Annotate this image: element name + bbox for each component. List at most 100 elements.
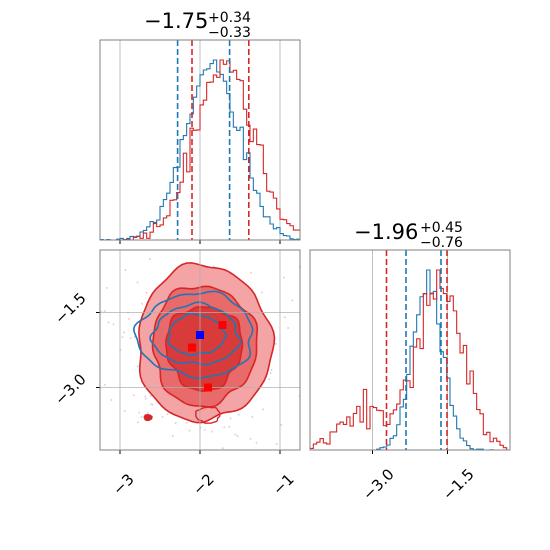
title-param-1: −1.75 +0.34 −0.33	[144, 9, 251, 41]
scatter-point	[185, 421, 188, 424]
scatter-point	[146, 412, 149, 415]
scatter-point	[136, 281, 139, 284]
scatter-point	[121, 336, 124, 339]
scatter-point	[250, 271, 253, 274]
scatter-point	[229, 417, 232, 420]
y-tick-label: −1.5	[51, 289, 89, 327]
scatter-point	[234, 433, 237, 436]
title-2-value: −1.96	[354, 220, 418, 244]
scatter-point	[144, 397, 147, 400]
scatter-point	[274, 342, 277, 345]
marker-blue	[196, 331, 204, 339]
scatter-point	[171, 434, 174, 437]
hist1-quantile-lines	[176, 40, 250, 240]
marker-red	[204, 383, 212, 392]
scatter-point	[275, 442, 278, 445]
histogram-panel-param-2	[309, 249, 511, 454]
scatter-point	[149, 395, 152, 398]
histogram-blue	[100, 59, 300, 241]
scatter-point	[136, 421, 139, 424]
marker-red	[188, 343, 196, 352]
contour-grid	[96, 250, 300, 454]
hist1-grid	[119, 40, 281, 244]
x-tick-label: −3.0	[359, 465, 397, 503]
contour-markers	[188, 321, 227, 392]
scatter-point	[128, 317, 131, 320]
scatter-point	[287, 326, 290, 329]
contour-y-tick-labels: −1.5 −3.0	[51, 289, 89, 408]
scatter-point	[249, 437, 252, 440]
scatter-point	[291, 299, 294, 302]
scatter-point	[282, 276, 285, 279]
scatter-point	[123, 331, 126, 334]
marker-red	[218, 321, 227, 329]
scatter-point	[105, 286, 108, 289]
scatter-point	[129, 337, 132, 340]
hist2-series	[310, 269, 510, 451]
scatter-point	[237, 413, 240, 416]
hist1-frame	[99, 39, 301, 241]
x-tick-label: −1.5	[439, 465, 477, 503]
x-tick-label: −1	[269, 470, 297, 498]
scatter-point	[223, 426, 226, 429]
contour-red	[143, 414, 153, 422]
scatter-point	[123, 409, 126, 412]
scatter-point	[132, 394, 135, 397]
scatter-point	[150, 403, 153, 406]
scatter-point	[203, 429, 206, 432]
hist2-x-tick-labels: −3.0 −1.5	[359, 465, 477, 503]
scatter-point	[107, 321, 110, 324]
scatter-point	[280, 423, 283, 426]
scatter-point	[269, 372, 272, 375]
scatter-point	[124, 268, 127, 271]
title-2-lower: −0.76	[420, 235, 463, 251]
hist2-quantile-lines	[385, 250, 448, 450]
scatter-point	[262, 408, 265, 411]
scatter-point	[136, 365, 139, 368]
scatter-point	[255, 441, 258, 444]
scatter-point	[112, 323, 115, 326]
histogram-red	[310, 269, 510, 451]
title-1-value: −1.75	[144, 9, 208, 33]
contour-blue	[132, 290, 254, 380]
contour-red	[195, 406, 221, 424]
scatter-point	[103, 383, 106, 386]
contour-panel	[96, 249, 301, 454]
contour-layers	[132, 262, 276, 424]
scatter-point	[211, 430, 214, 433]
scatter-point	[141, 302, 144, 305]
title-1-lower: −0.33	[208, 25, 251, 41]
title-param-2: −1.96 +0.45 −0.76	[354, 220, 463, 251]
scatter-point	[251, 415, 254, 418]
scatter-point	[149, 257, 152, 260]
scatter-point	[270, 368, 273, 371]
scatter-point	[268, 378, 271, 381]
scatter-point	[166, 413, 169, 416]
scatter-point	[188, 429, 191, 432]
scatter-point	[236, 435, 239, 438]
scatter-point	[110, 398, 113, 401]
contour-blue	[149, 301, 242, 366]
title-1-upper: +0.34	[208, 10, 251, 26]
y-tick-label: −3.0	[51, 370, 89, 408]
contour-blue	[167, 312, 228, 356]
x-tick-label: −2	[189, 470, 217, 498]
scatter-point	[260, 291, 263, 294]
scatter-point	[144, 395, 147, 398]
title-2-upper: +0.45	[420, 220, 463, 236]
hist1-series	[100, 59, 300, 241]
scatter-point	[174, 422, 177, 425]
scatter-point	[145, 291, 148, 294]
contour-frame	[99, 249, 301, 451]
contour-x-tick-labels: −3 −2 −1	[109, 470, 297, 498]
scatter-point	[221, 447, 224, 450]
scatter-point	[140, 415, 143, 418]
scatter-point	[138, 411, 141, 414]
histogram-red	[100, 59, 300, 241]
scatter-point	[161, 415, 164, 418]
scatter-point	[283, 316, 286, 319]
scatter-point	[103, 309, 106, 312]
histogram-panel-param-1	[99, 39, 301, 244]
scatter-point	[228, 425, 231, 428]
